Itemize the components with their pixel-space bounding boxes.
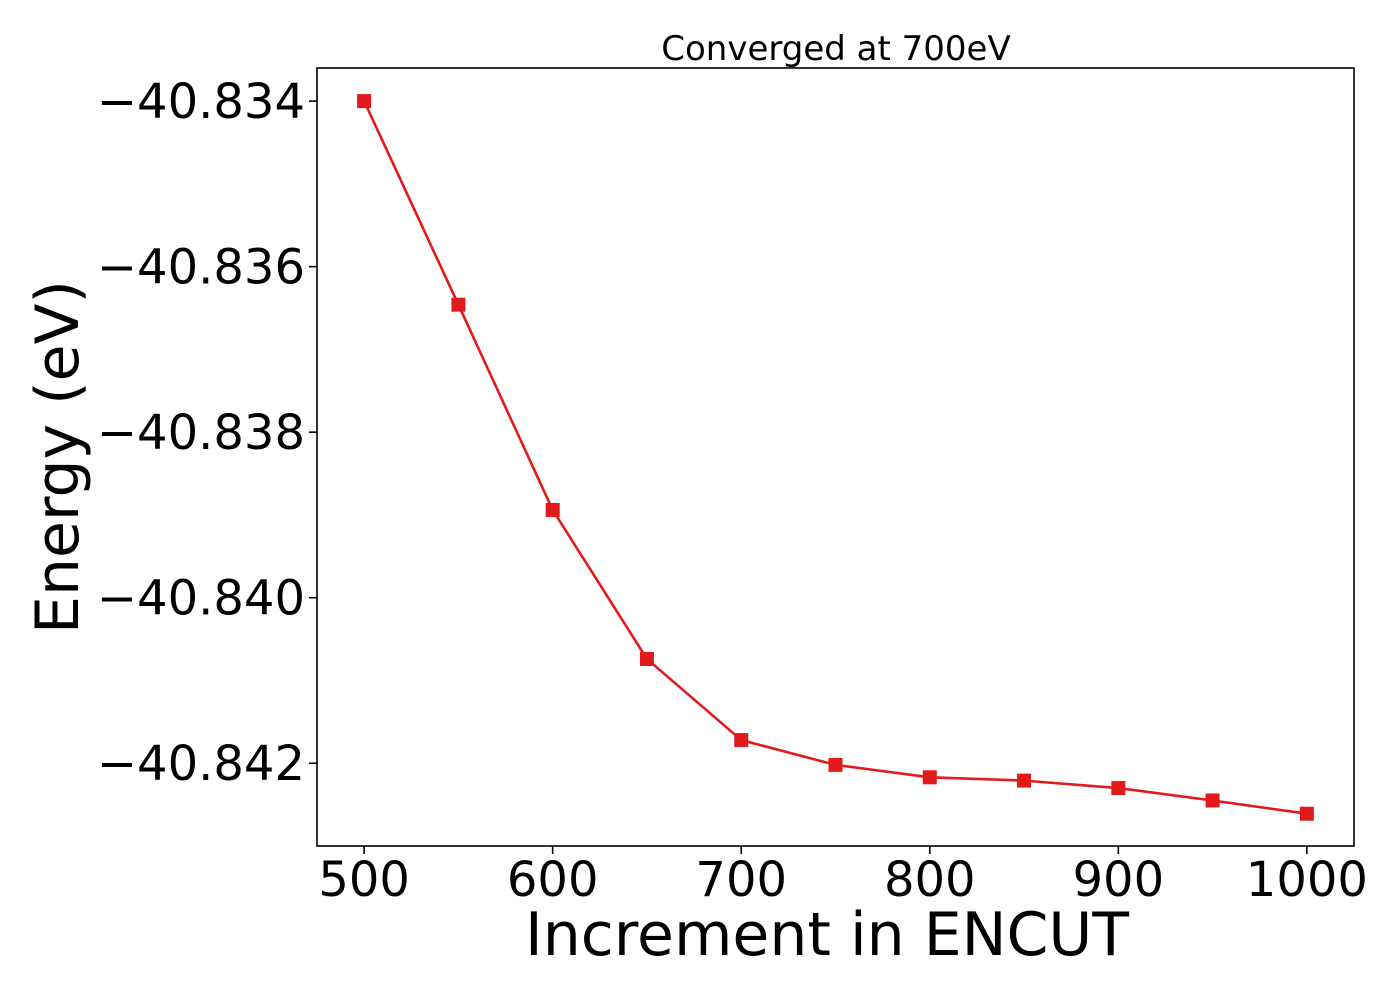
series-layer (357, 94, 1314, 821)
plot-area-frame (316, 67, 1355, 847)
x-tick-label: 900 (1073, 852, 1165, 908)
data-point-marker (734, 733, 749, 748)
y-axis-label: Energy (eV) (23, 280, 93, 634)
data-point-marker (828, 757, 843, 772)
y-tick-label: −40.836 (97, 240, 305, 296)
x-tick-label: 700 (695, 852, 787, 908)
y-tick-label: −40.842 (97, 736, 305, 792)
x-tick-label: 800 (884, 852, 976, 908)
data-point-marker (1205, 793, 1220, 808)
chart-title: Converged at 700eV (661, 29, 1010, 69)
data-point-marker (1111, 781, 1126, 796)
x-axis: 500 600 700 800 900 1000 (318, 846, 1368, 908)
y-tick-label: −40.838 (97, 405, 305, 461)
data-point-marker (357, 94, 372, 109)
series-line (362, 100, 1308, 816)
y-axis: −40.834 −40.836 −40.838 −40.840 −40.842 (97, 74, 317, 792)
data-point-marker (1299, 806, 1314, 821)
data-point-marker (922, 770, 937, 785)
x-axis-label: Increment in ENCUT (525, 900, 1129, 970)
data-point-marker (639, 651, 654, 666)
y-tick-label: −40.834 (97, 74, 305, 130)
x-tick-label: 600 (507, 852, 599, 908)
x-tick-label: 1000 (1246, 852, 1368, 908)
y-tick-label: −40.840 (97, 571, 305, 627)
x-tick-label: 500 (318, 852, 410, 908)
data-point-marker (451, 297, 466, 312)
data-point-marker (1017, 773, 1032, 788)
data-point-marker (545, 502, 560, 517)
